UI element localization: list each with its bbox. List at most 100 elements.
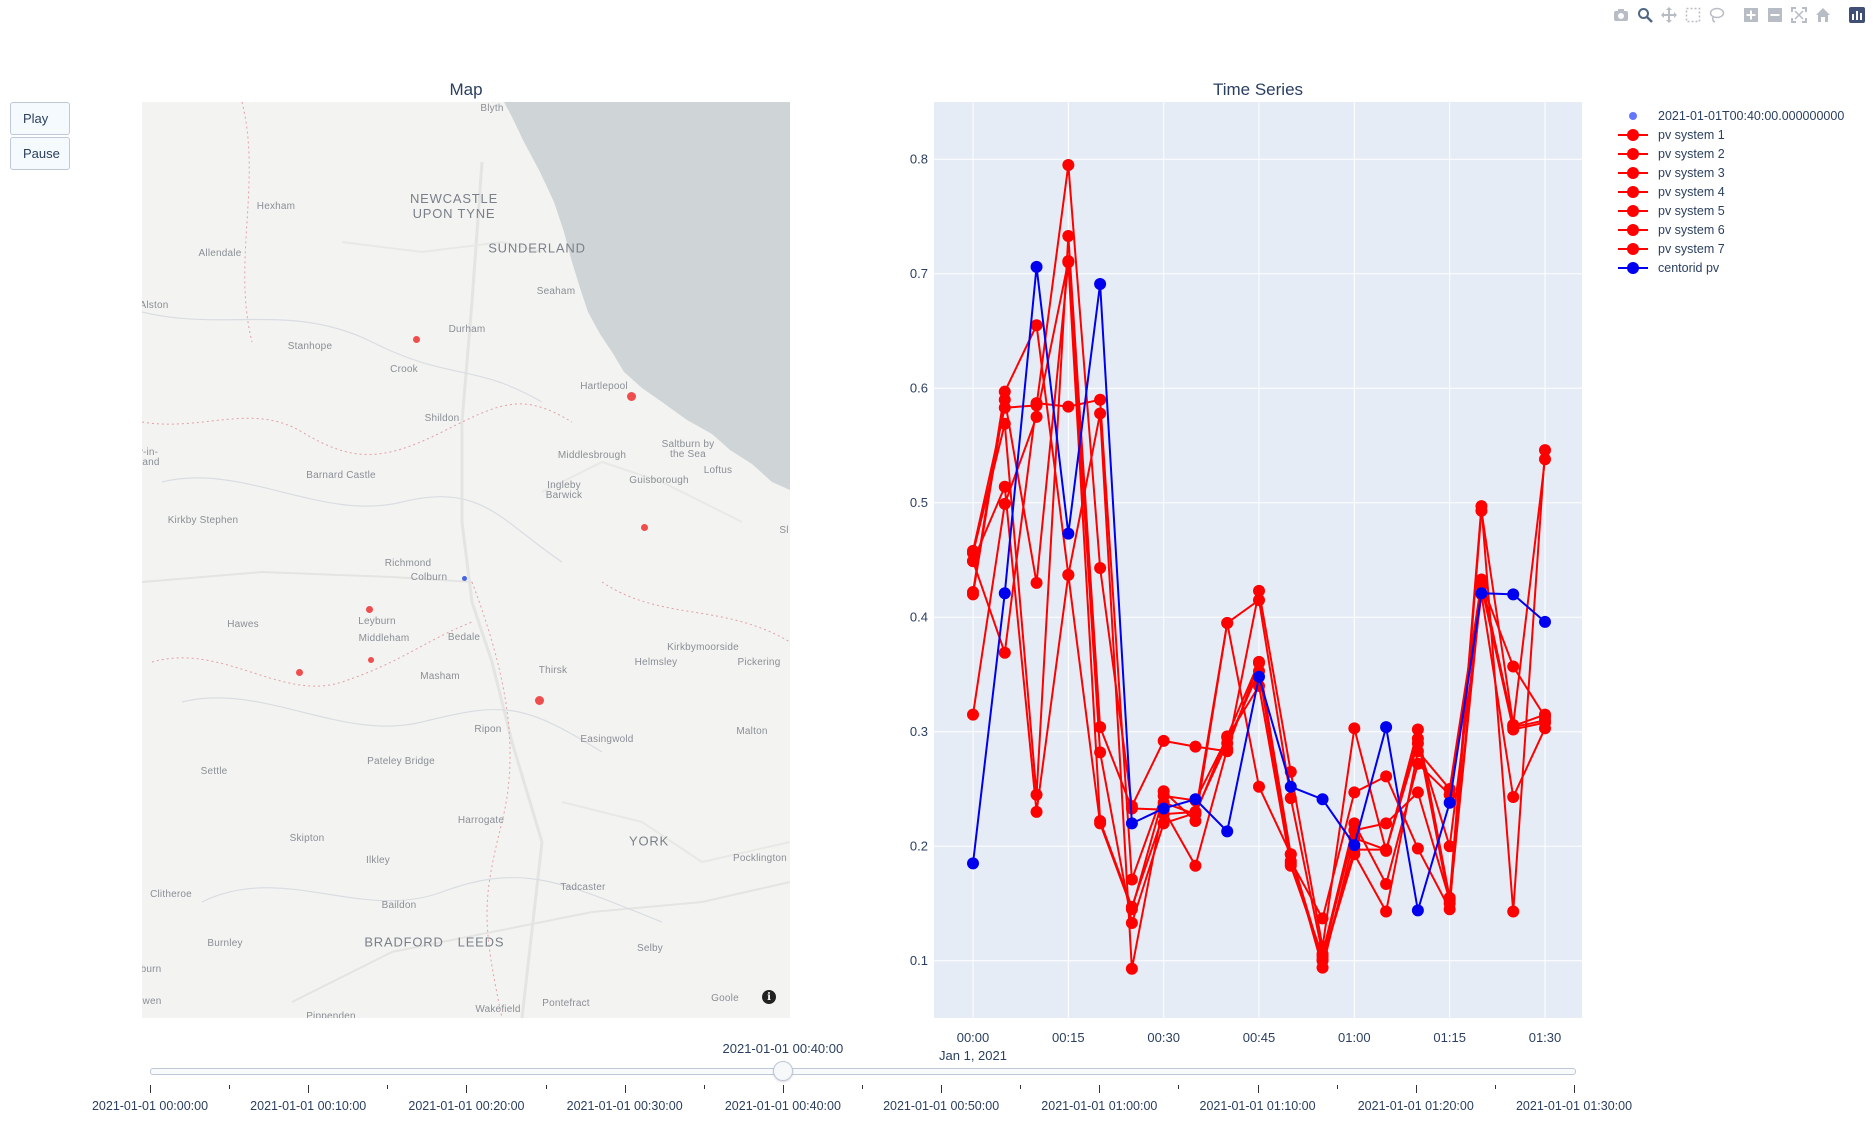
data-point[interactable]	[998, 393, 1011, 406]
data-point[interactable]	[1094, 721, 1107, 734]
data-point[interactable]	[1380, 878, 1393, 891]
data-point[interactable]	[1284, 792, 1297, 805]
map-marker-pv-system[interactable]	[534, 695, 544, 705]
slider-tick-label[interactable]: 2021-01-01 00:20:00	[408, 1099, 525, 1113]
data-point[interactable]	[1253, 594, 1265, 607]
lasso-icon[interactable]	[1708, 6, 1726, 24]
map-marker-pv-system[interactable]	[295, 668, 303, 676]
data-point[interactable]	[1411, 904, 1424, 917]
slider-tick-label[interactable]: 2021-01-01 00:40:00	[724, 1099, 841, 1113]
data-point[interactable]	[1125, 900, 1138, 913]
data-point[interactable]	[1125, 962, 1138, 975]
data-point[interactable]	[1443, 840, 1456, 853]
legend-item[interactable]: pv system 2	[1618, 144, 1844, 163]
data-point[interactable]	[1380, 905, 1393, 918]
slider-tick-label[interactable]: 2021-01-01 00:00:00	[91, 1099, 209, 1113]
data-point[interactable]	[1380, 721, 1393, 734]
legend-item[interactable]: pv system 7	[1618, 239, 1844, 258]
data-point[interactable]	[1539, 444, 1551, 457]
data-point[interactable]	[1253, 584, 1265, 597]
info-icon[interactable]: i	[762, 990, 776, 1004]
data-point[interactable]	[1380, 843, 1393, 856]
legend-item[interactable]: centorid pv	[1618, 258, 1844, 277]
data-point[interactable]	[1125, 817, 1138, 830]
data-point[interactable]	[1062, 527, 1075, 540]
data-point[interactable]	[1507, 723, 1520, 736]
data-point[interactable]	[967, 857, 979, 870]
data-point[interactable]	[1030, 410, 1043, 423]
data-point[interactable]	[1507, 905, 1520, 918]
data-point[interactable]	[998, 646, 1011, 659]
data-point[interactable]	[1380, 770, 1393, 783]
legend-item[interactable]: pv system 3	[1618, 163, 1844, 182]
slider-tick-label[interactable]: 2021-01-01 01:30:00	[1515, 1099, 1633, 1113]
data-point[interactable]	[1125, 916, 1138, 929]
data-point[interactable]	[1380, 817, 1393, 830]
data-point[interactable]	[1348, 839, 1361, 852]
data-point[interactable]	[1253, 780, 1265, 793]
data-point[interactable]	[1507, 660, 1520, 673]
data-point[interactable]	[1316, 793, 1329, 806]
data-point[interactable]	[1253, 670, 1265, 683]
data-point[interactable]	[1062, 400, 1075, 413]
data-point[interactable]	[1030, 576, 1043, 589]
data-point[interactable]	[1475, 504, 1488, 517]
data-point[interactable]	[1443, 796, 1456, 809]
zoom-icon[interactable]	[1636, 6, 1654, 24]
data-point[interactable]	[1284, 780, 1297, 793]
data-point[interactable]	[1411, 732, 1424, 745]
map-marker-centroid[interactable]	[461, 575, 467, 581]
slider-tick-label[interactable]: 2021-01-01 01:00:00	[1041, 1099, 1158, 1113]
data-point[interactable]	[1094, 278, 1107, 291]
data-point[interactable]	[1539, 716, 1551, 729]
data-point[interactable]	[1030, 397, 1043, 410]
data-point[interactable]	[1062, 568, 1075, 581]
data-point[interactable]	[1316, 953, 1329, 966]
data-point[interactable]	[1411, 786, 1424, 799]
legend-item[interactable]: 2021-01-01T00:40:00.000000000	[1618, 106, 1844, 125]
data-point[interactable]	[1284, 857, 1297, 870]
slider-handle[interactable]	[772, 1061, 793, 1081]
data-point[interactable]	[1157, 734, 1170, 747]
data-point[interactable]	[1348, 722, 1361, 735]
data-point[interactable]	[998, 587, 1011, 600]
data-point[interactable]	[1443, 897, 1456, 910]
data-point[interactable]	[1189, 815, 1202, 828]
data-point[interactable]	[1221, 616, 1234, 629]
data-point[interactable]	[1443, 783, 1456, 795]
slider-tick-label[interactable]: 2021-01-01 01:10:00	[1199, 1099, 1316, 1113]
data-point[interactable]	[1348, 786, 1361, 799]
data-point[interactable]	[1030, 788, 1043, 801]
data-point[interactable]	[1030, 319, 1043, 332]
data-point[interactable]	[998, 480, 1011, 493]
data-point[interactable]	[1539, 453, 1551, 466]
zoom-out-icon[interactable]	[1766, 6, 1784, 24]
data-point[interactable]	[1062, 256, 1075, 269]
data-point[interactable]	[1062, 158, 1075, 171]
map-marker-pv-system[interactable]	[626, 391, 636, 401]
data-point[interactable]	[1411, 842, 1424, 855]
map-panel[interactable]: Blyth NEWCASTLE UPON TYNE Hexham SUNDERLAND…	[142, 102, 790, 1018]
slider-tick-label[interactable]: 2021-01-01 00:10:00	[250, 1099, 367, 1113]
map-marker-pv-system[interactable]	[368, 657, 374, 663]
data-point[interactable]	[1316, 912, 1329, 925]
data-point[interactable]	[1221, 825, 1234, 838]
data-point[interactable]	[1094, 815, 1107, 828]
legend-item[interactable]: pv system 6	[1618, 220, 1844, 239]
play-button[interactable]: Play	[10, 102, 70, 135]
data-point[interactable]	[1189, 793, 1202, 806]
data-point[interactable]	[1411, 723, 1424, 736]
pan-icon[interactable]	[1660, 6, 1678, 24]
data-point[interactable]	[1189, 740, 1202, 753]
pause-button[interactable]: Pause	[10, 137, 70, 170]
legend-item[interactable]: pv system 1	[1618, 125, 1844, 144]
data-point[interactable]	[967, 588, 979, 601]
data-point[interactable]	[1030, 805, 1043, 818]
slider-rail[interactable]	[150, 1068, 1576, 1075]
data-point[interactable]	[998, 497, 1011, 510]
map-marker-pv-system[interactable]	[365, 605, 373, 613]
data-point[interactable]	[967, 708, 979, 721]
data-point[interactable]	[1062, 229, 1075, 242]
data-point[interactable]	[1539, 615, 1551, 628]
